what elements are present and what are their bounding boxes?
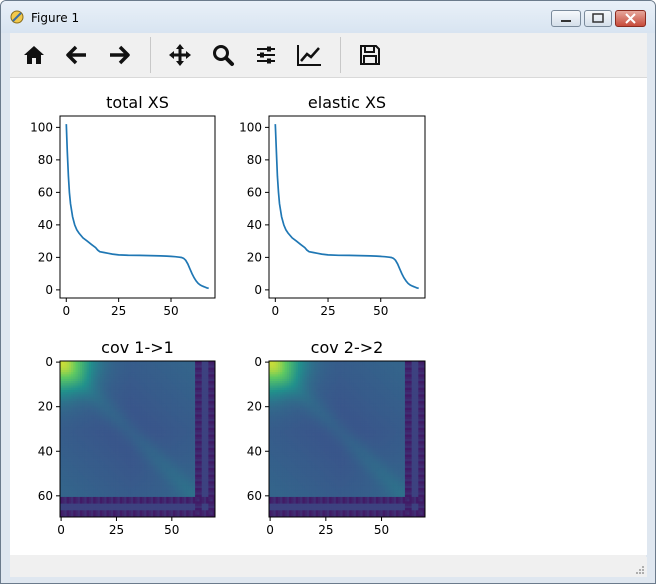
y-tick-label: 0 — [45, 355, 53, 369]
minimize-button[interactable] — [551, 10, 581, 27]
y-tick-label: 60 — [247, 185, 262, 199]
subplot-2: elastic XS 0 25 50 0 20 40 60 80 100 — [239, 93, 426, 318]
subplot-title: cov 1->1 — [101, 338, 174, 357]
axes-frame — [59, 360, 216, 518]
axes-frame — [59, 115, 216, 299]
navigation-toolbar — [10, 33, 647, 78]
subplot-4: cov 2->2 0 25 50 0 20 40 60 — [247, 338, 426, 537]
zoom-button[interactable] — [207, 39, 239, 71]
subplot-title: elastic XS — [308, 93, 386, 112]
configure-subplots-button[interactable] — [250, 39, 282, 71]
x-tick-label: 0 — [62, 304, 70, 318]
back-button[interactable] — [61, 39, 93, 71]
x-tick-label: 0 — [57, 523, 65, 537]
x-tick-label: 25 — [111, 304, 126, 318]
arrow-right-icon — [110, 45, 130, 65]
y-tick-label: 0 — [254, 355, 262, 369]
maximize-icon — [592, 13, 604, 23]
minimize-icon — [561, 20, 571, 22]
x-tick-label: 50 — [374, 523, 389, 537]
data-line — [65, 124, 209, 290]
x-tick-label: 25 — [109, 523, 124, 537]
plot-background — [269, 116, 425, 298]
close-button[interactable] — [615, 10, 646, 27]
home-icon — [24, 46, 44, 64]
y-tick-label: 40 — [38, 444, 53, 458]
axes-frame — [268, 115, 426, 299]
x-tick-label: 0 — [266, 523, 274, 537]
subplot-title: total XS — [106, 93, 169, 112]
window-border-right — [646, 33, 655, 583]
y-tick-label: 40 — [38, 218, 53, 232]
subplot-1: total XS 0 25 50 0 20 40 60 80 100 — [30, 93, 216, 318]
figure-canvas[interactable]: total XS 0 25 50 0 20 40 60 80 100 elastic XS 0 25 50… — [10, 78, 647, 555]
y-tick-label: 60 — [38, 185, 53, 199]
y-tick-label: 40 — [247, 218, 262, 232]
home-button[interactable] — [18, 39, 50, 71]
y-tick-label: 20 — [38, 250, 53, 264]
zoom-icon — [213, 45, 234, 66]
x-tick-label: 25 — [320, 304, 335, 318]
forward-button[interactable] — [103, 39, 135, 71]
y-tick-label: 0 — [254, 283, 262, 297]
window-title: Figure 1 — [31, 11, 80, 25]
y-tick-label: 20 — [247, 250, 262, 264]
y-tick-label: 20 — [247, 400, 262, 414]
plot-background — [60, 116, 215, 298]
resize-grip-icon[interactable] — [635, 565, 645, 575]
subplot-3: cov 1->1 0 25 50 0 20 40 60 — [38, 338, 216, 537]
subplot-title: cov 2->2 — [311, 338, 384, 357]
figure-plot-area[interactable]: total XS 0 25 50 0 20 40 60 80 100 elastic XS 0 25 50… — [10, 78, 647, 555]
y-tick-label: 60 — [247, 489, 262, 503]
x-tick-label: 50 — [373, 304, 388, 318]
y-tick-label: 0 — [45, 283, 53, 297]
status-bar — [10, 557, 647, 577]
sliders-icon — [257, 46, 275, 64]
y-tick-label: 80 — [247, 153, 262, 167]
y-tick-label: 80 — [38, 153, 53, 167]
axes-frame — [268, 360, 426, 518]
app-icon — [10, 10, 24, 24]
window-border-left — [1, 33, 10, 583]
window-border-bottom — [1, 575, 655, 583]
y-tick-label: 100 — [30, 120, 53, 134]
edit-axes-button[interactable] — [293, 39, 325, 71]
y-tick-label: 40 — [247, 444, 262, 458]
close-icon — [625, 13, 636, 24]
x-tick-label: 50 — [164, 523, 179, 537]
pan-button[interactable] — [164, 39, 196, 71]
y-tick-label: 60 — [38, 489, 53, 503]
maximize-button[interactable] — [584, 10, 612, 27]
x-tick-label: 25 — [318, 523, 333, 537]
y-tick-label: 20 — [38, 400, 53, 414]
x-tick-label: 50 — [163, 304, 178, 318]
x-tick-label: 0 — [272, 304, 280, 318]
heatmap-cells — [269, 361, 426, 518]
move-icon — [169, 44, 191, 66]
y-tick-label: 100 — [239, 120, 262, 134]
heatmap-cells — [60, 361, 216, 518]
data-line — [274, 124, 419, 290]
toolbar-separator — [150, 37, 151, 73]
save-icon — [360, 45, 380, 65]
line-chart-icon — [297, 45, 321, 66]
arrow-left-icon — [66, 45, 86, 65]
toolbar-separator — [340, 37, 341, 73]
save-button[interactable] — [354, 39, 386, 71]
title-bar[interactable]: Figure 1 — [1, 1, 655, 33]
